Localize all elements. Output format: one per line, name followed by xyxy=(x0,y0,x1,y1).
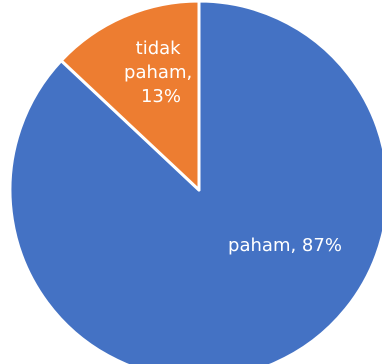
data-label-tidak-paham-line-3: 13% xyxy=(141,86,181,107)
pie-slice-paham xyxy=(8,0,382,364)
data-label-tidak-paham-line-2: paham, xyxy=(124,62,192,83)
data-label-paham: paham, 87% xyxy=(228,235,342,256)
pie-slice-tidak-paham xyxy=(59,0,201,192)
data-label-tidak-paham: tidak paham, 13% xyxy=(124,38,198,107)
data-label-tidak-paham-line-1: tidak xyxy=(136,38,182,59)
